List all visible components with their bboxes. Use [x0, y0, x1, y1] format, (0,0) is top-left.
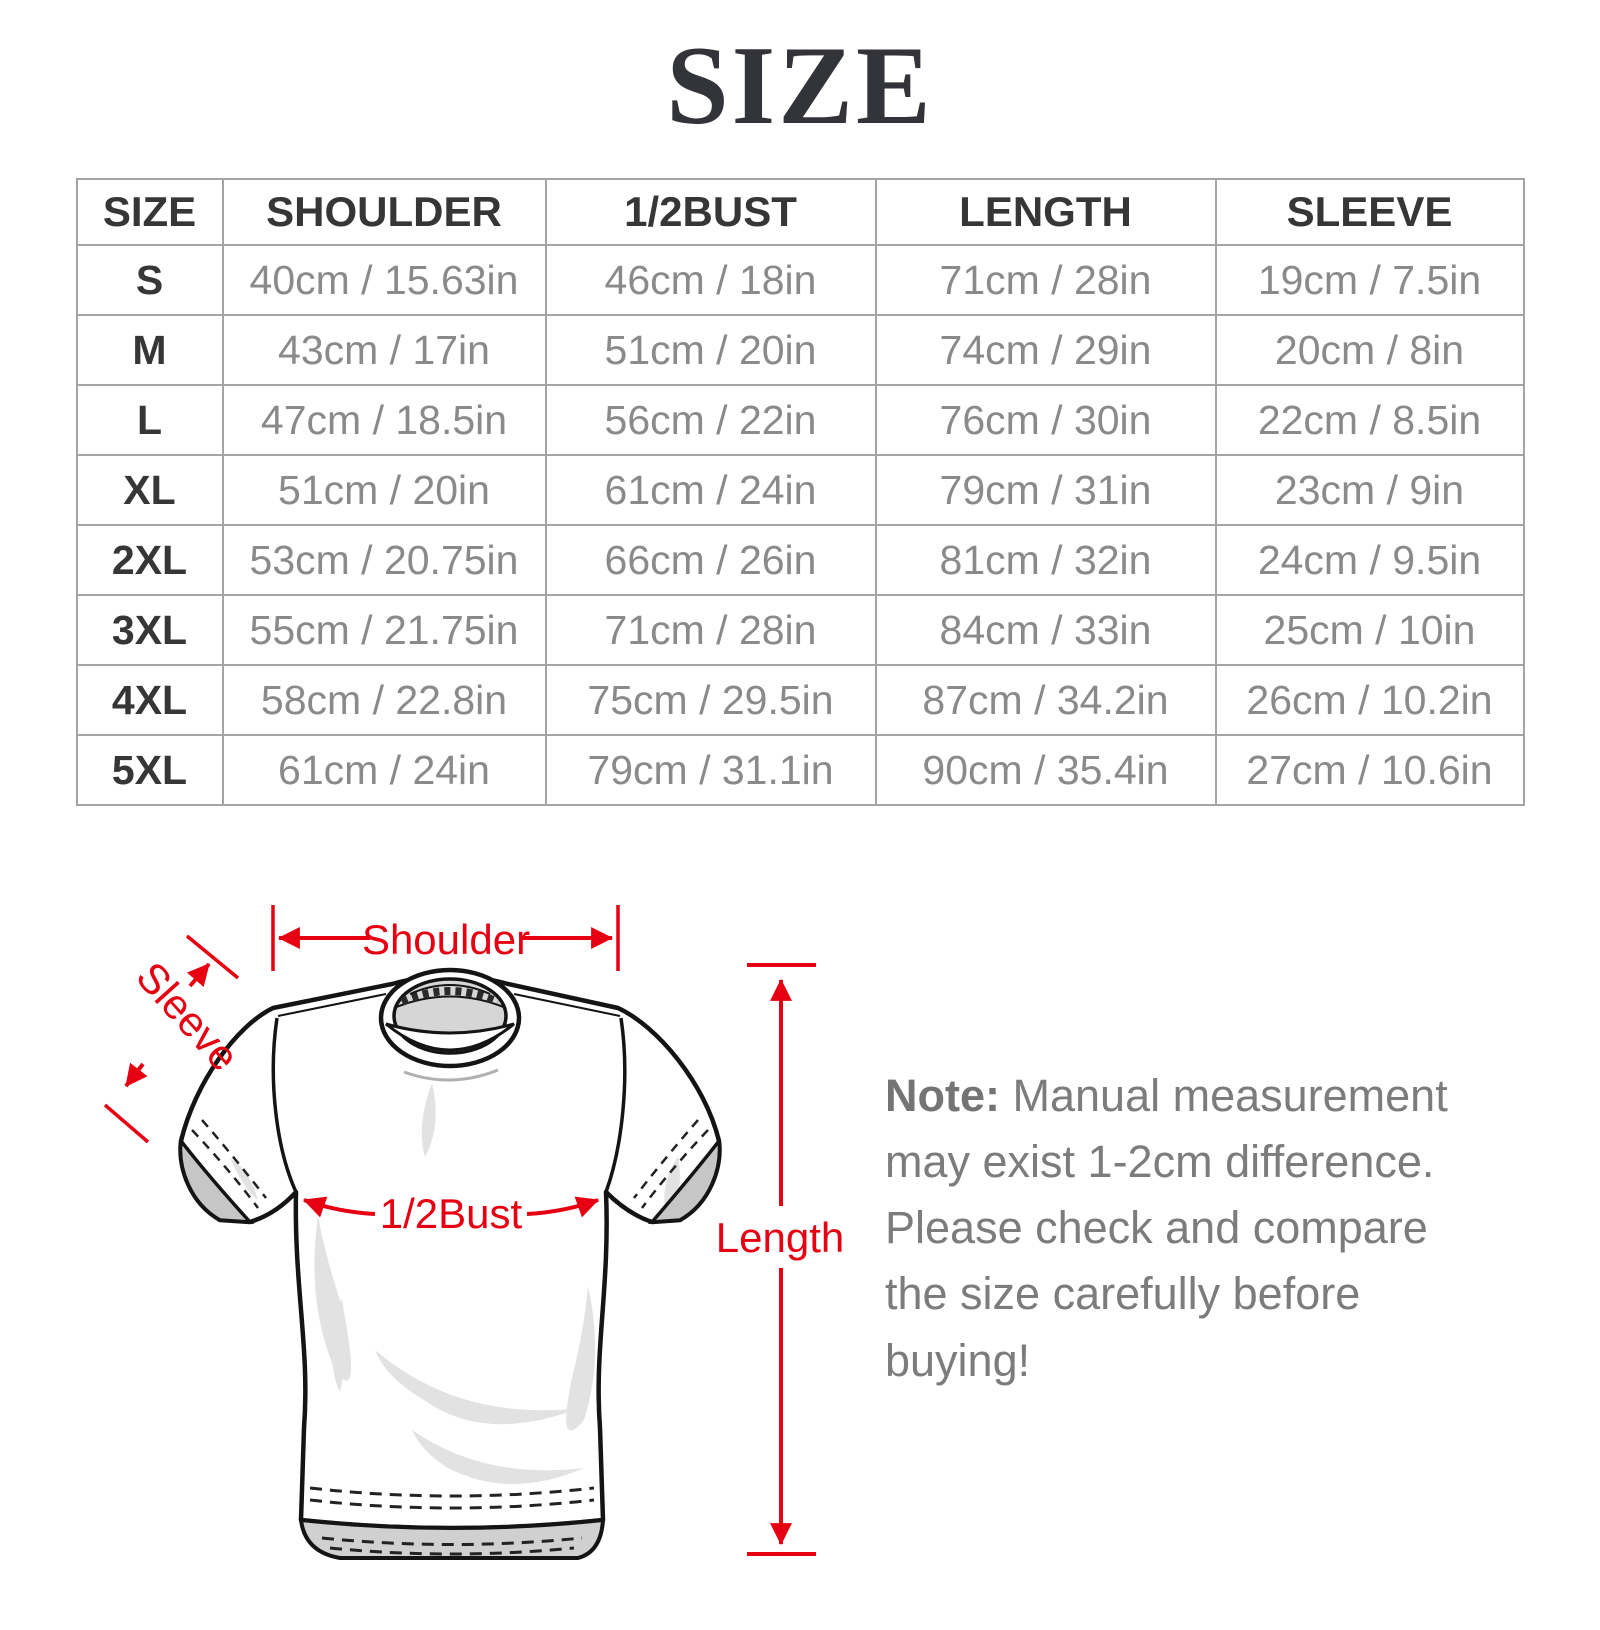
table-row: 5XL 61cm / 24in 79cm / 31.1in 90cm / 35.… [75, 734, 1525, 806]
table-row: L 47cm / 18.5in 56cm / 22in 76cm / 30in … [75, 384, 1525, 456]
note-body: Manual measurement may exist 1-2cm diffe… [885, 1070, 1448, 1386]
sleeve-cell: 27cm / 10.6in [1214, 734, 1525, 806]
table-row: 2XL 53cm / 20.75in 66cm / 26in 81cm / 32… [75, 524, 1525, 596]
shoulder-cell: 53cm / 20.75in [221, 524, 547, 596]
halfbust-cell: 71cm / 28in [544, 594, 877, 666]
page-title: SIZE [666, 24, 934, 148]
length-label: Length [716, 1214, 844, 1261]
halfbust-cell: 46cm / 18in [544, 244, 877, 316]
halfbust-cell: 75cm / 29.5in [544, 664, 877, 736]
length-cell: 76cm / 30in [874, 384, 1217, 456]
col-header-size: SIZE [75, 178, 224, 246]
size-cell: XL [75, 454, 224, 526]
sleeve-cell: 22cm / 8.5in [1214, 384, 1525, 456]
shoulder-cell: 43cm / 17in [221, 314, 547, 386]
size-cell: S [75, 244, 224, 316]
shoulder-cell: 61cm / 24in [221, 734, 547, 806]
size-table: SIZE SHOULDER 1/2BUST LENGTH SLEEVE S 40… [75, 178, 1525, 806]
size-cell: 3XL [75, 594, 224, 666]
half-bust-measure-arrow [302, 1196, 600, 1218]
length-cell: 84cm / 33in [874, 594, 1217, 666]
table-row: 3XL 55cm / 21.75in 71cm / 28in 84cm / 33… [75, 594, 1525, 666]
col-header-halfbust: 1/2BUST [544, 178, 877, 246]
halfbust-cell: 79cm / 31.1in [544, 734, 877, 806]
size-cell: 4XL [75, 664, 224, 736]
tshirt-diagram: Shoulder Sleeve 1/2Bust Length [103, 905, 844, 1560]
sleeve-cell: 20cm / 8in [1214, 314, 1525, 386]
size-cell: 2XL [75, 524, 224, 596]
measurement-diagram-section: Shoulder Sleeve 1/2Bust Length Note: Man… [80, 868, 1600, 1568]
shoulder-cell: 51cm / 20in [221, 454, 547, 526]
shoulder-cell: 47cm / 18.5in [221, 384, 547, 456]
table-row: S 40cm / 15.63in 46cm / 18in 71cm / 28in… [75, 244, 1525, 316]
sleeve-cell: 23cm / 9in [1214, 454, 1525, 526]
table-row: M 43cm / 17in 51cm / 20in 74cm / 29in 20… [75, 314, 1525, 386]
length-cell: 81cm / 32in [874, 524, 1217, 596]
halfbust-cell: 51cm / 20in [544, 314, 877, 386]
sleeve-cell: 19cm / 7.5in [1214, 244, 1525, 316]
col-header-sleeve: SLEEVE [1214, 178, 1525, 246]
sleeve-cell: 26cm / 10.2in [1214, 664, 1525, 736]
table-row: XL 51cm / 20in 61cm / 24in 79cm / 31in 2… [75, 454, 1525, 526]
col-header-length: LENGTH [874, 178, 1217, 246]
hem-stitching [309, 1486, 595, 1556]
length-cell: 90cm / 35.4in [874, 734, 1217, 806]
shoulder-measure-arrow [271, 905, 620, 971]
sleeve-cell: 25cm / 10in [1214, 594, 1525, 666]
length-cell: 79cm / 31in [874, 454, 1217, 526]
size-cell: L [75, 384, 224, 456]
col-header-shoulder: SHOULDER [221, 178, 547, 246]
length-cell: 87cm / 34.2in [874, 664, 1217, 736]
length-cell: 71cm / 28in [874, 244, 1217, 316]
cuff-stitching [191, 1119, 709, 1209]
table-row: 4XL 58cm / 22.8in 75cm / 29.5in 87cm / 3… [75, 664, 1525, 736]
wrinkle-shading [230, 1083, 680, 1484]
table-header-row: SIZE SHOULDER 1/2BUST LENGTH SLEEVE [75, 178, 1525, 246]
halfbust-cell: 56cm / 22in [544, 384, 877, 456]
half-bust-label: 1/2Bust [380, 1190, 523, 1237]
note-text: Note: Manual measurement may exist 1-2cm… [885, 1063, 1485, 1394]
shoulder-cell: 58cm / 22.8in [221, 664, 547, 736]
sleeve-cell: 24cm / 9.5in [1214, 524, 1525, 596]
note-label: Note: [885, 1070, 1000, 1121]
size-cell: M [75, 314, 224, 386]
shoulder-cell: 40cm / 15.63in [221, 244, 547, 316]
size-cell: 5XL [75, 734, 224, 806]
size-chart-page: SIZE SIZE SHOULDER 1/2BUST LENGTH SLEEVE… [0, 30, 1600, 1630]
halfbust-cell: 66cm / 26in [544, 524, 877, 596]
length-cell: 74cm / 29in [874, 314, 1217, 386]
halfbust-cell: 61cm / 24in [544, 454, 877, 526]
shoulder-label: Shoulder [362, 916, 530, 963]
shoulder-cell: 55cm / 21.75in [221, 594, 547, 666]
length-measure-arrow [747, 963, 816, 1556]
tshirt-outline-icon [178, 967, 722, 1560]
collar [378, 967, 522, 1082]
sleeve-measure-arrow [103, 934, 240, 1144]
